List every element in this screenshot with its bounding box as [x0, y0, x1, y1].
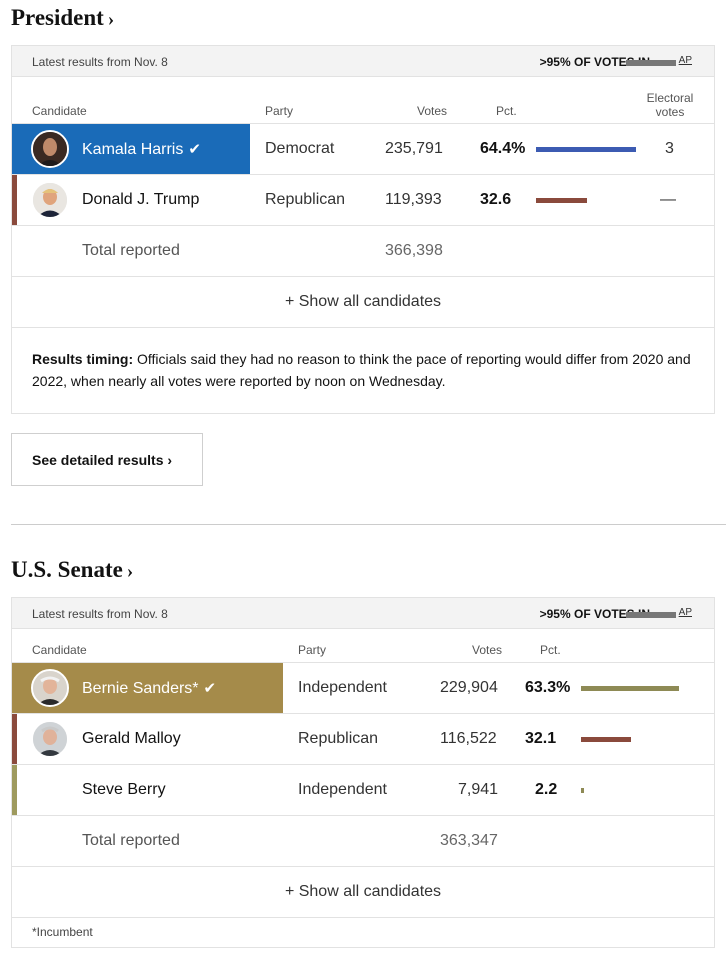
latest-results-label: Latest results from Nov. 8: [32, 55, 168, 69]
show-all-candidates-button[interactable]: + Show all candidates: [284, 293, 442, 310]
votes-cell: 235,791: [385, 140, 443, 157]
votes-cell: 229,904: [440, 679, 498, 696]
chevron-right-icon: ›: [126, 561, 134, 582]
ap-link[interactable]: AP: [678, 55, 692, 66]
votes-cell: 119,393: [385, 191, 442, 208]
col-electoral: Electoral votes: [646, 91, 694, 119]
electoral-cell: —: [660, 191, 676, 208]
candidate-name[interactable]: Gerald Malloy: [82, 730, 181, 747]
votes-cell: 7,941: [458, 781, 499, 798]
chevron-right-icon: ›: [107, 9, 115, 30]
col-candidate: Candidate: [32, 643, 87, 657]
table-row: Kamala Harris ✔ Democrat 235,791 64.4% 3: [12, 123, 714, 175]
table-row: Gerald Malloy Republican 116,522 32.1: [12, 713, 714, 765]
candidate-name[interactable]: Kamala Harris ✔: [82, 141, 201, 158]
pct-cell: 63.3%: [525, 679, 571, 696]
pct-bar: [536, 198, 587, 203]
electoral-cell: 3: [665, 140, 674, 157]
candidate-name[interactable]: Donald J. Trump: [82, 191, 200, 208]
candidate-name[interactable]: Bernie Sanders* ✔: [82, 680, 217, 697]
president-results-card: Latest results from Nov. 8 >95% OF VOTES…: [11, 45, 715, 414]
party-color-edge: [12, 175, 17, 226]
table-row: Bernie Sanders* ✔ Independent 229,904 63.…: [12, 662, 714, 714]
pct-bar: [581, 788, 584, 793]
results-timing-note: Results timing: Officials said they had …: [32, 348, 702, 392]
party-cell: Independent: [298, 679, 387, 696]
votes-in-label: >95% OF VOTES IN: [539, 607, 650, 621]
party-cell: Independent: [298, 781, 387, 798]
see-detailed-results-button[interactable]: See detailed results ›: [11, 433, 203, 486]
timing-text: Officials said they had no reason to thi…: [32, 351, 691, 389]
incumbent-footnote: *Incumbent: [32, 925, 93, 939]
show-all-row: + Show all candidates: [12, 866, 714, 917]
results-header: Latest results from Nov. 8 >95% OF VOTES…: [12, 598, 714, 629]
timing-label: Results timing:: [32, 351, 134, 367]
senate-section-title[interactable]: U.S. Senate ›: [11, 557, 133, 583]
pct-cell: 32.6: [480, 191, 512, 208]
checkmark-icon: ✔: [188, 141, 201, 158]
latest-results-label: Latest results from Nov. 8: [32, 607, 168, 621]
total-votes: 366,398: [385, 242, 443, 259]
show-all-row: + Show all candidates: [12, 276, 714, 327]
senate-results-card: Latest results from Nov. 8 >95% OF VOTES…: [11, 597, 715, 948]
col-candidate: Candidate: [32, 104, 87, 118]
total-row: Total reported 363,347: [12, 815, 714, 866]
col-votes: Votes: [472, 643, 503, 657]
col-party: Party: [265, 104, 294, 118]
table-row: Donald J. Trump Republican 119,393 32.6 …: [12, 174, 714, 226]
total-label: Total reported: [82, 832, 180, 849]
pct-cell: 32.1: [525, 730, 557, 747]
party-cell: Republican: [265, 191, 346, 208]
candidate-photo: [31, 720, 69, 758]
votes-in-label: >95% OF VOTES IN: [539, 55, 650, 69]
votes-cell: 116,522: [440, 730, 497, 747]
party-color-edge: [12, 765, 17, 816]
checkmark-icon: ✔: [203, 680, 217, 697]
president-section-title[interactable]: President ›: [11, 5, 114, 31]
results-header: Latest results from Nov. 8 >95% OF VOTES…: [12, 46, 714, 77]
senate-title-text: U.S. Senate: [11, 557, 123, 582]
candidate-photo: [31, 181, 69, 219]
votes-in-progress-bar: [626, 612, 676, 618]
party-cell: Democrat: [265, 140, 335, 157]
total-votes: 363,347: [440, 832, 498, 849]
col-party: Party: [298, 643, 327, 657]
col-votes: Votes: [417, 104, 448, 118]
candidate-photo: [31, 130, 69, 168]
col-pct: Pct.: [496, 104, 517, 118]
pct-cell: 64.4%: [480, 140, 526, 157]
section-divider: [11, 524, 726, 525]
table-row: Steve Berry Independent 7,941 2.2: [12, 764, 714, 816]
candidate-photo: [31, 669, 69, 707]
pct-bar: [581, 737, 631, 742]
president-title-text: President: [11, 5, 104, 30]
pct-cell: 2.2: [535, 781, 558, 798]
pct-bar: [581, 686, 679, 691]
footnote-row: *Incumbent: [12, 917, 714, 947]
total-label: Total reported: [82, 242, 180, 259]
pct-bar: [536, 147, 636, 152]
candidate-name[interactable]: Steve Berry: [82, 781, 166, 798]
party-cell: Republican: [298, 730, 379, 747]
votes-in-progress-bar: [626, 60, 676, 66]
party-color-edge: [12, 714, 17, 765]
total-row: Total reported 366,398: [12, 225, 714, 276]
show-all-candidates-button[interactable]: + Show all candidates: [284, 883, 442, 900]
timing-note-row: Results timing: Officials said they had …: [12, 327, 714, 413]
col-pct: Pct.: [540, 643, 561, 657]
ap-link[interactable]: AP: [678, 607, 692, 618]
